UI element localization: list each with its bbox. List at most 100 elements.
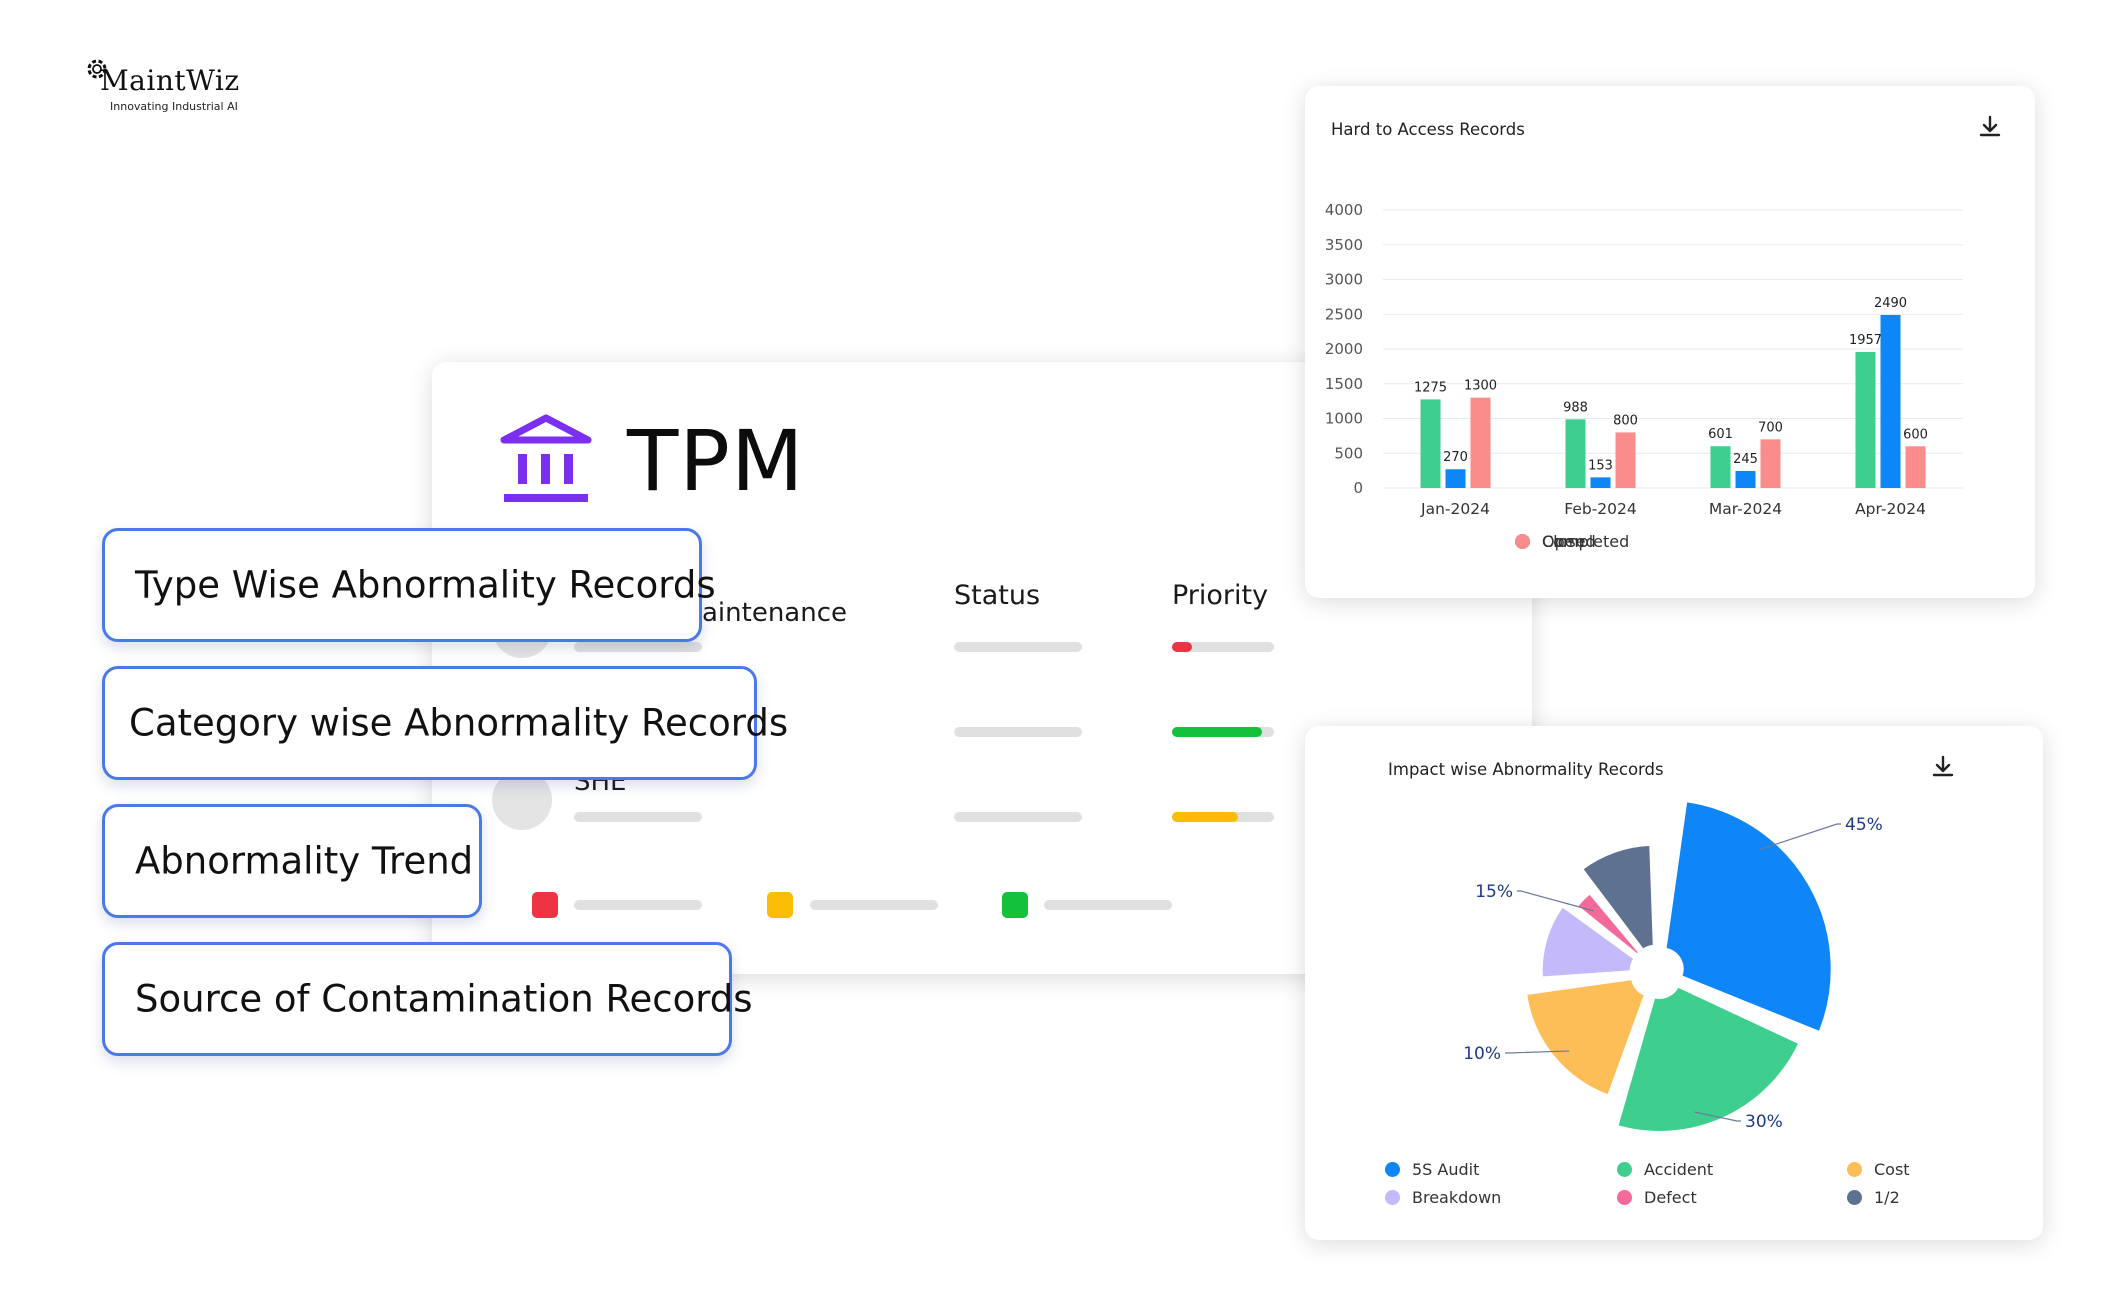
y-tick-label: 1000 (1325, 410, 1363, 428)
priority-fill (1172, 812, 1239, 822)
pie-leader-line (1759, 823, 1841, 851)
legend-placeholder-bar (574, 900, 702, 910)
status-placeholder-bar (954, 642, 1082, 652)
bank-building-icon (500, 414, 592, 502)
legend-placeholder-bar (1044, 900, 1172, 910)
y-tick-label: 2500 (1325, 305, 1363, 323)
legend-dot (1847, 1162, 1862, 1177)
y-tick-label: 500 (1334, 444, 1363, 462)
status-column-header: Status (954, 580, 1041, 611)
legend-label: Open (1542, 532, 1585, 551)
legend-dot (1847, 1190, 1862, 1205)
legend-label: Breakdown (1412, 1188, 1502, 1207)
legend-label: 1/2 (1874, 1188, 1900, 1207)
bar-open[interactable] (1565, 419, 1586, 488)
tpm-title: TPM (627, 412, 805, 510)
bar-data-label: 1957 (1849, 333, 1882, 348)
bar-closed[interactable] (1615, 432, 1636, 488)
y-tick-label: 3000 (1325, 271, 1363, 289)
download-icon[interactable] (1930, 754, 1956, 780)
bar-completed[interactable] (1880, 314, 1901, 488)
legend-label: 5S Audit (1412, 1160, 1480, 1179)
legend-item-accident[interactable]: Accident (1617, 1160, 1713, 1179)
bar-open[interactable] (1420, 399, 1441, 488)
status-placeholder-bar (954, 727, 1082, 737)
y-tick-label: 3500 (1325, 236, 1363, 254)
legend-item-breakdown[interactable]: Breakdown (1385, 1188, 1501, 1207)
pie-slice-defect[interactable] (1575, 891, 1642, 957)
legend-item-defect[interactable]: Defect (1617, 1188, 1697, 1207)
legend-item-5s-audit[interactable]: 5S Audit (1385, 1160, 1479, 1179)
priority-bar (1172, 642, 1274, 652)
bar-open[interactable] (1855, 351, 1876, 488)
logo-tagline: Innovating Industrial AI (110, 100, 238, 113)
bar-data-label: 800 (1613, 413, 1638, 428)
pie-data-label: 15% (1475, 882, 1513, 902)
pie-data-label: 45% (1845, 815, 1883, 835)
pill-label: Source of Contamination Records (135, 977, 753, 1021)
pie-slice-cost[interactable] (1524, 977, 1647, 1098)
pill-type-wise-abnormality[interactable]: Type Wise Abnormality Records (102, 528, 716, 642)
pie-slice-accident[interactable] (1615, 984, 1802, 1134)
priority-bar (1172, 812, 1274, 822)
pie-data-label: 10% (1463, 1044, 1501, 1064)
pie-leader-line (1517, 890, 1594, 912)
pie-leader-line (1505, 1050, 1570, 1054)
pie-data-label: 30% (1745, 1112, 1783, 1132)
legend-square-red (532, 892, 558, 918)
bar-data-label: 1300 (1464, 379, 1497, 394)
bar-data-label: 2490 (1874, 296, 1907, 311)
priority-bar (1172, 727, 1274, 737)
bar-completed[interactable] (1735, 470, 1756, 488)
maintwiz-logo: MaintWiz Innovating Industrial AI (84, 56, 254, 116)
pie-leader-line (1694, 1111, 1741, 1122)
legend-dot (1385, 1190, 1400, 1205)
legend-item-cost[interactable]: Cost (1847, 1160, 1910, 1179)
legend-dot (1617, 1190, 1632, 1205)
pill-category-wise-abnormality[interactable]: Category wise Abnormality Records (102, 666, 788, 780)
bar-chart: 0 500 1000 1500 2000 2500 3000 3500 4000 1275 270 1… (1325, 201, 1963, 518)
legend-placeholder-bar (810, 900, 938, 910)
bar-closed[interactable] (1905, 446, 1926, 488)
pie-chart-title: Impact wise Abnormality Records (1388, 760, 1664, 779)
bar-data-label: 600 (1903, 427, 1928, 442)
legend-label: Accident (1644, 1160, 1714, 1179)
bar-data-label: 1275 (1414, 380, 1447, 395)
legend-dot (1385, 1162, 1400, 1177)
bar-closed[interactable] (1470, 397, 1491, 488)
priority-column-header: Priority (1172, 580, 1269, 611)
bar-completed[interactable] (1590, 477, 1611, 488)
pie-slice-1-2[interactable] (1580, 842, 1656, 952)
bar-closed[interactable] (1760, 439, 1781, 488)
row-placeholder-bar (574, 642, 702, 652)
x-tick-label: Jan-2024 (1420, 500, 1490, 518)
status-placeholder-bar (954, 812, 1082, 822)
legend-label: Cost (1874, 1160, 1910, 1179)
pie-slice-5s-audit[interactable] (1663, 799, 1834, 1035)
pie-slice-breakdown[interactable] (1539, 904, 1637, 980)
bar-open[interactable] (1710, 446, 1731, 488)
bar-data-label: 700 (1758, 420, 1783, 435)
x-tick-label: Mar-2024 (1709, 500, 1782, 518)
x-tick-label: Apr-2024 (1855, 500, 1926, 518)
pie-chart: 45% 30% 10% 15% (1463, 799, 1883, 1134)
y-tick-label: 4000 (1325, 201, 1363, 219)
priority-fill (1172, 642, 1193, 652)
y-tick-label: 2000 (1325, 340, 1363, 358)
legend-label: Defect (1644, 1188, 1697, 1207)
bar-chart-card: Hard to Access Records 0 500 1000 1500 2000 2… (1305, 86, 2035, 598)
download-icon[interactable] (1977, 114, 2003, 140)
legend-square-green (1002, 892, 1028, 918)
legend-label: Completed (1542, 532, 1630, 551)
pill-label: Category wise Abnormality Records (129, 701, 789, 745)
y-tick-label: 0 (1353, 479, 1363, 497)
pill-source-of-contamination[interactable]: Source of Contamination Records (102, 942, 753, 1056)
legend-square-yellow (767, 892, 793, 918)
pill-abnormality-trend[interactable]: Abnormality Trend (102, 804, 482, 918)
legend-dot (1515, 534, 1530, 549)
legend-item-closed[interactable]: Closed (1515, 532, 1596, 551)
bar-data-label: 988 (1563, 400, 1588, 415)
y-tick-label: 1500 (1325, 375, 1363, 393)
bar-completed[interactable] (1445, 469, 1466, 488)
legend-item-1-2[interactable]: 1/2 (1847, 1188, 1900, 1207)
